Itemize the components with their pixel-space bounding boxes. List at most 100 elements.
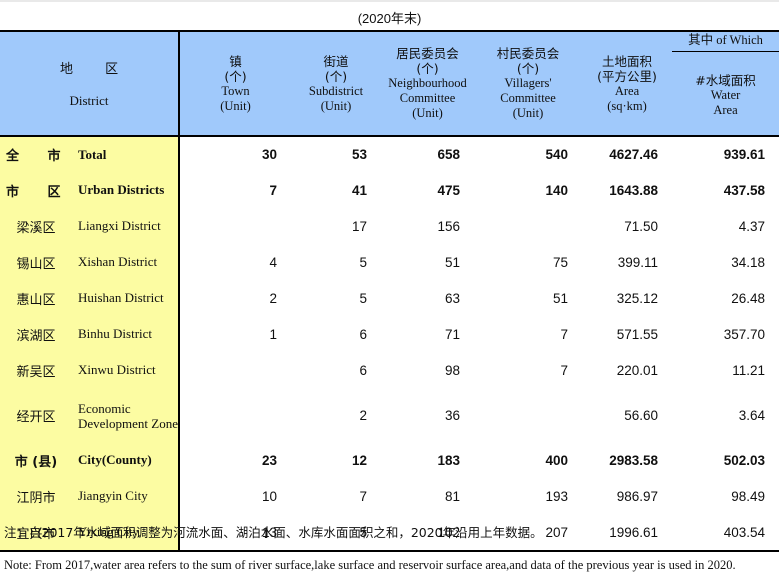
header-district-cn: 地 区: [59, 62, 133, 77]
header-district-en: District: [69, 93, 109, 108]
table-row: 梁溪区 Liangxi District 17 156 71.50 4.37: [0, 208, 779, 244]
cell-villagers: 7: [474, 316, 583, 352]
cell-area: 2983.58: [582, 442, 673, 478]
header-town-cn: 镇: [229, 53, 242, 69]
row-label-en: Total: [72, 136, 181, 172]
row-label-en: Urban Districts: [72, 172, 181, 208]
header-villagers-en-line2: Committee: [500, 91, 556, 105]
cell-area: 1996.61: [582, 514, 673, 550]
header-villagers-unit-en: (Unit): [512, 106, 544, 120]
header-subdistrict-en: Subdistrict: [308, 83, 364, 98]
header-neighbourhood-en-line1: Neighbourhood: [388, 76, 467, 90]
cell-neighbourhood: 156: [381, 208, 475, 244]
table-row: 经开区 Economic Development Zone 2 36 56.60…: [0, 388, 779, 442]
header-villagers-unit-cn: (个): [516, 61, 540, 76]
row-label-en: Huishan District: [72, 280, 181, 316]
cell-neighbourhood: 51: [381, 244, 475, 280]
row-label-en: Liangxi District: [72, 208, 181, 244]
header-town-unit-cn: (个): [224, 68, 247, 84]
row-label-en: Economic Development Zone: [72, 388, 181, 442]
header-water-cn: #水域面积: [695, 73, 756, 88]
row-label-en: Binhu District: [72, 316, 181, 352]
row-label-cn: 惠山区: [0, 280, 72, 316]
cell-neighbourhood: 183: [381, 442, 475, 478]
cell-neighbourhood: 81: [381, 478, 475, 514]
cell-subdistrict: 5: [291, 280, 382, 316]
header-area-unit-en: (sq·km): [607, 98, 647, 113]
header-subdistrict-unit-cn: (个): [324, 68, 348, 84]
cell-area: 4627.46: [582, 136, 673, 172]
table-subtitle: (2020年末): [357, 11, 422, 26]
cell-area: 71.50: [582, 208, 673, 244]
cell-villagers: 51: [474, 280, 583, 316]
table-row: 锡山区 Xishan District 4 5 51 75 399.11 34.…: [0, 244, 779, 280]
header-neighbourhood-unit-en: (Unit): [412, 106, 443, 120]
table-row: 滨湖区 Binhu District 1 6 71 7 571.55 357.7…: [0, 316, 779, 352]
cell-neighbourhood: 36: [381, 388, 475, 442]
cell-subdistrict: 17: [291, 208, 382, 244]
cell-water: 502.03: [672, 442, 779, 478]
cell-subdistrict: 6: [291, 316, 382, 352]
header-neighbourhood-committee: 居民委员会 (个) Neighbourhood Committee (Unit): [381, 32, 475, 136]
row-label-en: Yixing City: [72, 514, 181, 550]
cell-area: 399.11: [582, 244, 673, 280]
cell-subdistrict: 5: [291, 244, 382, 280]
header-villagers-en-line1: Villagers': [504, 76, 552, 90]
cell-neighbourhood: 98: [381, 352, 475, 388]
table-row: 市 区 Urban Districts 7 41 475 140 1643.88…: [0, 172, 779, 208]
header-neighbourhood-unit-cn: (个): [416, 61, 439, 76]
cell-town: [179, 208, 292, 244]
administrative-divisions-table: 地 区 District 镇 (个) Town (Unit) 街道 (个) Su…: [0, 32, 779, 550]
cell-water: 98.49: [672, 478, 779, 514]
cell-villagers: [474, 388, 583, 442]
header-subdistrict-cn: 街道: [323, 53, 349, 69]
header-subdistrict-unit-en: (Unit): [320, 98, 352, 113]
cell-town: 30: [179, 136, 292, 172]
cell-water: 3.64: [672, 388, 779, 442]
cell-water: 437.58: [672, 172, 779, 208]
table-row: 市 (县) City(County) 23 12 183 400 2983.58…: [0, 442, 779, 478]
header-water-en-line2: Area: [713, 103, 738, 117]
cell-town: 23: [179, 442, 292, 478]
cell-town: [179, 352, 292, 388]
row-label-cn: 江阴市: [0, 478, 72, 514]
table-row: 江阴市 Jiangyin City 10 7 81 193 986.97 98.…: [0, 478, 779, 514]
cell-water: 403.54: [672, 514, 779, 550]
top-divider-rule: [0, 0, 779, 2]
cell-town: 13: [179, 514, 292, 550]
footnote-english: Note: From 2017,water area refers to the…: [4, 558, 736, 572]
cell-water: 26.48: [672, 280, 779, 316]
row-label-cn: 滨湖区: [0, 316, 72, 352]
header-district: 地 区 District: [0, 32, 181, 136]
cell-subdistrict: 53: [291, 136, 382, 172]
cell-water: 34.18: [672, 244, 779, 280]
statistics-table-wrapper: 地 区 District 镇 (个) Town (Unit) 街道 (个) Su…: [0, 30, 779, 552]
cell-water: 357.70: [672, 316, 779, 352]
cell-town: [179, 388, 292, 442]
cell-town: 7: [179, 172, 292, 208]
row-label-cn: 宜兴市: [0, 514, 72, 550]
cell-town: 10: [179, 478, 292, 514]
header-neighbourhood-en-line2: Committee: [399, 91, 456, 105]
footnote-chinese: 注：自2017年水域面积调整为河流水面、湖泊水面、水库水面面积之和，2020年沿…: [4, 525, 543, 540]
cell-subdistrict: 41: [291, 172, 382, 208]
cell-area: 220.01: [582, 352, 673, 388]
cell-neighbourhood: 658: [381, 136, 475, 172]
cell-subdistrict: 7: [291, 478, 382, 514]
table-body: 全 市 Total 30 53 658 540 4627.46 939.61 市…: [0, 136, 779, 550]
row-label-cn: 市 区: [0, 172, 72, 208]
header-water-area: #水域面积 Water Area: [672, 32, 779, 136]
row-label-cn: 市 (县): [0, 442, 72, 478]
cell-area: 571.55: [582, 316, 673, 352]
header-neighbourhood-cn: 居民委员会: [396, 46, 459, 61]
table-row: 宜兴市 Yixing City 13 5 102 207 1996.61 403…: [0, 514, 779, 550]
header-villagers-committee: 村民委员会 (个) Villagers' Committee (Unit): [474, 32, 583, 136]
cell-villagers: 140: [474, 172, 583, 208]
table-row: 惠山区 Huishan District 2 5 63 51 325.12 26…: [0, 280, 779, 316]
cell-villagers: 207: [474, 514, 583, 550]
header-area-unit-cn: (平方公里): [597, 68, 657, 84]
row-label-en: Xishan District: [72, 244, 181, 280]
cell-area: 986.97: [582, 478, 673, 514]
cell-neighbourhood: 475: [381, 172, 475, 208]
header-town: 镇 (个) Town (Unit): [179, 32, 292, 136]
